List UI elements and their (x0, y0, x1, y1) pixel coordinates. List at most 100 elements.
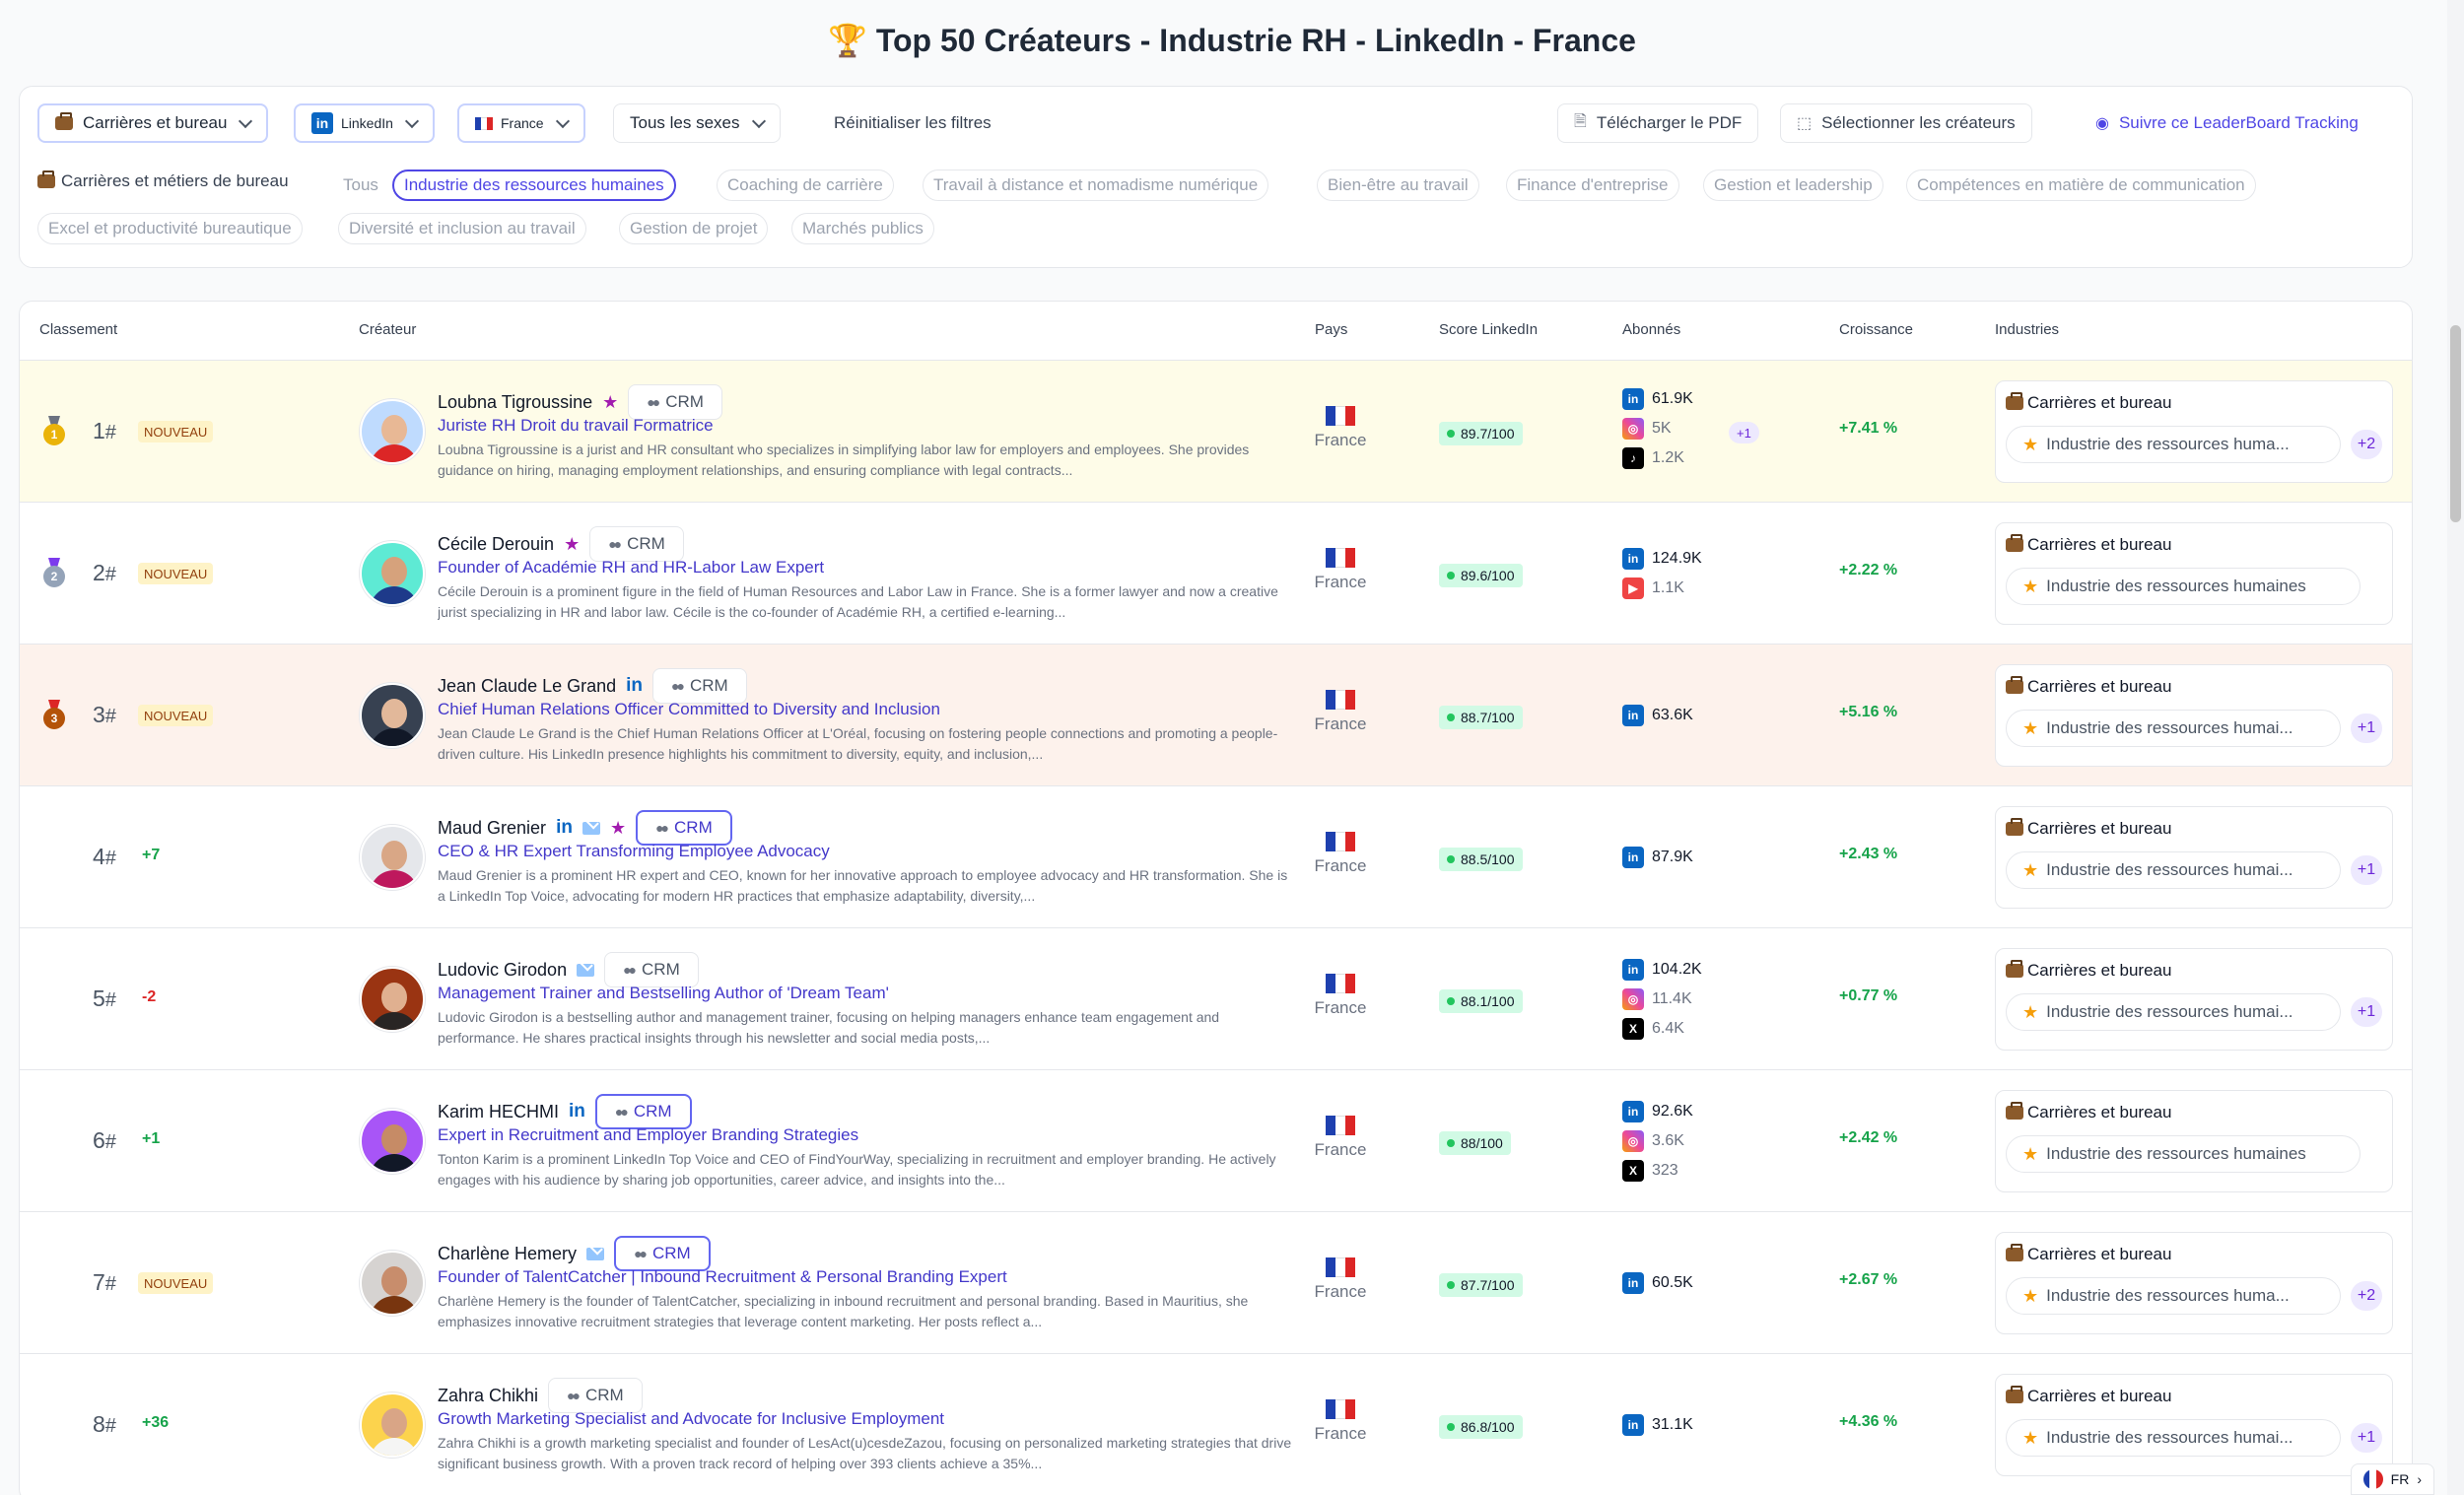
chip-management[interactable]: Gestion et leadership (1703, 170, 1883, 201)
tiktok-icon[interactable]: ♪ (1622, 447, 1644, 469)
industry-chip[interactable]: ★ Industrie des ressources humai... (2006, 710, 2341, 747)
mail-icon[interactable] (582, 821, 600, 835)
creator-name[interactable]: Maud Grenier (438, 817, 547, 838)
more-industries-badge[interactable]: +2 (2351, 430, 2382, 459)
crm-button[interactable]: ●● CRM (652, 668, 747, 704)
creator-name[interactable]: Karim HECHMI (438, 1101, 560, 1121)
linkedin-icon[interactable]: in (1622, 847, 1644, 868)
linkedin-icon[interactable]: in (1622, 959, 1644, 981)
industry-chip[interactable]: ★ Industrie des ressources huma... (2006, 426, 2341, 463)
chip-remote-work[interactable]: Travail à distance et nomadisme numériqu… (923, 170, 1269, 201)
avatar[interactable] (360, 1393, 425, 1458)
country-filter-dropdown[interactable]: France (457, 103, 585, 143)
table-row[interactable]: 8# +36 Zahra Chikhi ●● CRM Growth Marketi… (20, 1354, 2412, 1495)
industry-chip[interactable]: ★ Industrie des ressources humai... (2006, 851, 2341, 889)
creator-name[interactable]: Charlène Hemery (438, 1243, 578, 1263)
chip-project-management[interactable]: Gestion de projet (619, 213, 769, 244)
download-pdf-button[interactable]: 🗎 Télécharger le PDF (1557, 103, 1759, 143)
x-twitter-icon[interactable]: X (1622, 1160, 1644, 1182)
x-twitter-icon[interactable]: X (1622, 1018, 1644, 1040)
reset-filters-button[interactable]: Réinitialiser les filtres (818, 103, 1007, 143)
instagram-icon[interactable]: ◎ (1622, 988, 1644, 1010)
chip-corporate-finance[interactable]: Finance d'entreprise (1506, 170, 1679, 201)
avatar[interactable] (360, 967, 425, 1032)
table-row[interactable]: 6# +1 Karim HECHMI in ●● CRM Expert in Re… (20, 1070, 2412, 1212)
gender-filter-dropdown[interactable]: Tous les sexes (613, 103, 781, 143)
more-platforms-badge[interactable]: +1 (1729, 422, 1759, 443)
crm-button[interactable]: ●● CRM (628, 384, 722, 420)
header-rank[interactable]: Classement (39, 321, 118, 338)
instagram-icon[interactable]: ◎ (1622, 418, 1644, 440)
track-leaderboard-button[interactable]: ◉ Suivre ce LeaderBoard Tracking (2080, 103, 2374, 143)
industry-chip[interactable]: ★ Industrie des ressources humaines (2006, 1135, 2361, 1173)
scrollbar[interactable] (2447, 0, 2464, 1495)
chip-hr-industry[interactable]: Industrie des ressources humaines (392, 170, 676, 201)
scrollbar-thumb[interactable] (2450, 325, 2461, 522)
crm-button[interactable]: ●● CRM (589, 526, 684, 562)
linkedin-icon[interactable]: in (1622, 1414, 1644, 1436)
youtube-icon[interactable]: ▶ (1622, 578, 1644, 599)
category-filter-dropdown[interactable]: Carrières et bureau (37, 103, 269, 143)
linkedin-icon[interactable]: in (1622, 548, 1644, 570)
avatar[interactable] (360, 1251, 425, 1316)
more-industries-badge[interactable]: +1 (2351, 714, 2382, 743)
crm-button[interactable]: ●● CRM (614, 1236, 711, 1271)
header-country[interactable]: Pays (1315, 321, 1348, 338)
industry-chip[interactable]: ★ Industrie des ressources humaines (2006, 568, 2361, 605)
table-row[interactable]: 7# NOUVEAU Charlène Hemery ●● CRM Founder… (20, 1212, 2412, 1354)
chip-all[interactable]: Tous (333, 170, 388, 201)
creator-name[interactable]: Cécile Derouin (438, 533, 555, 554)
more-industries-badge[interactable]: +2 (2351, 1281, 2382, 1311)
linkedin-icon[interactable]: in (556, 817, 573, 838)
chip-diversity[interactable]: Diversité et inclusion au travail (338, 213, 586, 244)
chip-communication[interactable]: Compétences en matière de communication (1906, 170, 2256, 201)
crm-button[interactable]: ●● CRM (636, 810, 732, 846)
linkedin-icon[interactable]: in (1622, 388, 1644, 410)
table-row[interactable]: 5# -2 Ludovic Girodon ●● CRM Management T… (20, 928, 2412, 1070)
chip-wellbeing[interactable]: Bien-être au travail (1317, 170, 1479, 201)
table-row[interactable]: 4# +7 Maud Grenier in ★ ●● CRM CEO & HR E… (20, 786, 2412, 928)
more-industries-badge[interactable]: +1 (2351, 997, 2382, 1027)
industry-chip[interactable]: ★ Industrie des ressources humai... (2006, 993, 2341, 1031)
chip-public-markets[interactable]: Marchés publics (791, 213, 934, 244)
platform-filter-dropdown[interactable]: in LinkedIn (294, 103, 435, 143)
industry-chip[interactable]: ★ Industrie des ressources huma... (2006, 1277, 2341, 1315)
avatar[interactable] (360, 825, 425, 890)
chip-excel[interactable]: Excel et productivité bureautique (37, 213, 303, 244)
select-creators-button[interactable]: ⬚ Sélectionner les créateurs (1780, 103, 2032, 143)
avatar[interactable] (360, 541, 425, 606)
linkedin-icon[interactable]: in (626, 675, 644, 696)
linkedin-icon[interactable]: in (1622, 705, 1644, 726)
table-row[interactable]: 1 1# NOUVEAU Loubna Tigroussine ★ ●● CRM … (20, 361, 2412, 503)
language-switcher[interactable]: FR › (2350, 1463, 2434, 1495)
header-creator[interactable]: Créateur (359, 321, 417, 338)
mail-icon[interactable] (586, 1247, 605, 1260)
linkedin-icon[interactable]: in (1622, 1272, 1644, 1294)
header-industries[interactable]: Industries (1995, 321, 2060, 338)
linkedin-icon[interactable]: in (1622, 1101, 1644, 1122)
industry-chip[interactable]: ★ Industrie des ressources humai... (2006, 1419, 2341, 1457)
mail-icon[interactable] (577, 963, 595, 977)
avatar[interactable] (360, 399, 425, 464)
linkedin-icon[interactable]: in (569, 1101, 585, 1121)
crm-button[interactable]: ●● CRM (548, 1378, 643, 1413)
country-cell: France (1306, 690, 1375, 734)
score-value: 88.5/100 (1461, 851, 1515, 867)
instagram-icon[interactable]: ◎ (1622, 1130, 1644, 1152)
creator-name[interactable]: Jean Claude Le Grand (438, 675, 617, 696)
crm-button[interactable]: ●● CRM (604, 952, 699, 987)
creator-name[interactable]: Loubna Tigroussine (438, 391, 593, 412)
header-score[interactable]: Score LinkedIn (1439, 321, 1539, 338)
more-industries-badge[interactable]: +1 (2351, 1423, 2382, 1453)
avatar[interactable] (360, 1109, 425, 1174)
avatar[interactable] (360, 683, 425, 748)
table-row[interactable]: 3 3# NOUVEAU Jean Claude Le Grand in ●● C… (20, 645, 2412, 786)
table-row[interactable]: 2 2# NOUVEAU Cécile Derouin ★ ●● CRM Foun… (20, 503, 2412, 645)
header-followers[interactable]: Abonnés (1622, 321, 1681, 338)
header-growth[interactable]: Croissance (1839, 321, 1914, 338)
crm-button[interactable]: ●● CRM (594, 1094, 692, 1129)
creator-name[interactable]: Zahra Chikhi (438, 1385, 539, 1405)
creator-name[interactable]: Ludovic Girodon (438, 959, 568, 980)
chip-career-coaching[interactable]: Coaching de carrière (717, 170, 894, 201)
more-industries-badge[interactable]: +1 (2351, 855, 2382, 885)
